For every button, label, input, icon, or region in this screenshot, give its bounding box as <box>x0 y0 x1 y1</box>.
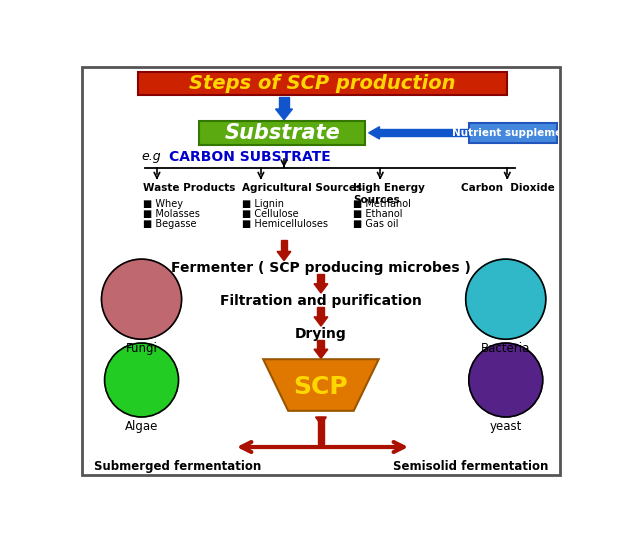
Polygon shape <box>263 359 379 411</box>
Text: ■ Cellulose: ■ Cellulose <box>241 209 298 219</box>
Text: Drying: Drying <box>295 327 347 341</box>
Bar <box>199 121 365 145</box>
Bar <box>319 417 324 444</box>
Text: ■ Whey: ■ Whey <box>143 199 183 209</box>
Bar <box>138 72 507 95</box>
Polygon shape <box>315 417 326 425</box>
Polygon shape <box>277 251 291 260</box>
Text: ■ Lignin: ■ Lignin <box>241 199 283 209</box>
Text: Filtration and purification: Filtration and purification <box>220 294 422 308</box>
Bar <box>469 123 557 143</box>
Text: Steps of SCP production: Steps of SCP production <box>189 74 456 93</box>
Polygon shape <box>314 284 328 293</box>
Text: CARBON SUBSTRATE: CARBON SUBSTRATE <box>169 150 331 163</box>
Polygon shape <box>314 349 328 359</box>
Polygon shape <box>275 109 292 120</box>
Circle shape <box>105 343 179 417</box>
Text: Submerged fermentation: Submerged fermentation <box>94 460 261 473</box>
Text: Semisolid fermentation: Semisolid fermentation <box>394 460 549 473</box>
Bar <box>317 340 324 349</box>
Bar <box>379 129 469 136</box>
Bar <box>280 96 288 109</box>
Bar <box>280 240 287 251</box>
Text: Fermenter ( SCP producing microbes ): Fermenter ( SCP producing microbes ) <box>171 262 471 276</box>
Text: Nutrient supplement: Nutrient supplement <box>452 128 574 138</box>
Bar <box>317 307 324 317</box>
Text: ■ Ethanol: ■ Ethanol <box>353 209 403 219</box>
Text: yeast: yeast <box>490 420 522 433</box>
Text: SCP: SCP <box>293 375 348 399</box>
Text: ■ Begasse: ■ Begasse <box>143 219 197 229</box>
Text: Algae: Algae <box>125 420 158 433</box>
Text: Carbon  Dioxide: Carbon Dioxide <box>461 183 555 193</box>
Circle shape <box>469 343 543 417</box>
Text: ■ Molasses: ■ Molasses <box>143 209 200 219</box>
Polygon shape <box>314 317 328 326</box>
Text: ■ Methanol: ■ Methanol <box>353 199 411 209</box>
Text: Fungi: Fungi <box>125 343 157 355</box>
Circle shape <box>102 259 182 339</box>
Text: Waste Products: Waste Products <box>143 183 236 193</box>
Text: High Energy
Sources: High Energy Sources <box>353 183 425 205</box>
Bar <box>317 274 324 284</box>
Text: ■ Hemicelluloses: ■ Hemicelluloses <box>241 219 328 229</box>
Circle shape <box>466 259 545 339</box>
Text: ■ Gas oil: ■ Gas oil <box>353 219 399 229</box>
Text: e.g: e.g <box>142 150 161 163</box>
Text: Substrate: Substrate <box>224 123 340 143</box>
Text: Agricultural Sources: Agricultural Sources <box>241 183 362 193</box>
Text: Bacteria: Bacteria <box>481 343 530 355</box>
Polygon shape <box>369 126 379 139</box>
